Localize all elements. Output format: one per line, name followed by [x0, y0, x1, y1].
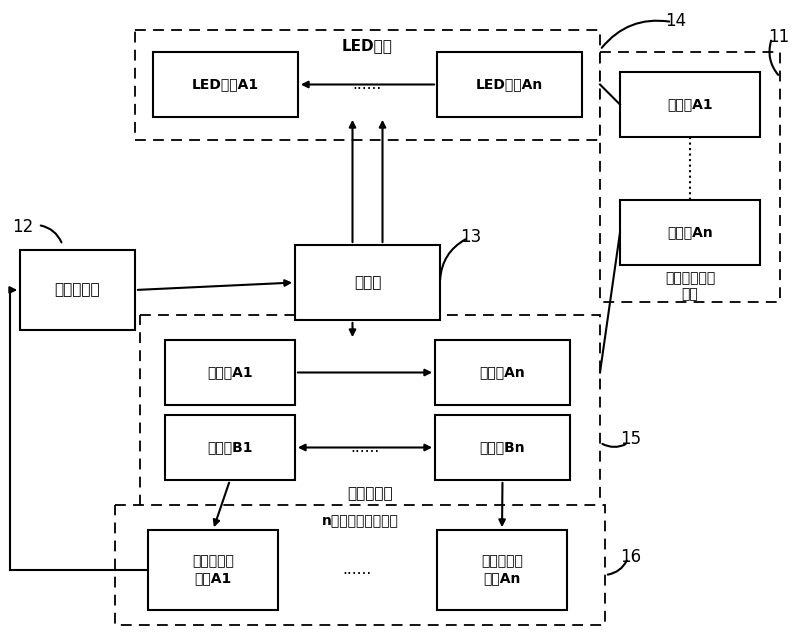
Text: ......: ...... [350, 440, 380, 455]
Text: 15: 15 [620, 430, 641, 448]
Bar [620, 200, 760, 265]
Bar [148, 530, 278, 610]
Text: n个信号采集计算机: n个信号采集计算机 [322, 514, 398, 528]
Text: 摄像机A1: 摄像机A1 [207, 366, 253, 380]
Bar [437, 52, 582, 117]
Text: 大幅面交互式
桌面: 大幅面交互式 桌面 [665, 271, 715, 301]
Bar [600, 52, 780, 302]
Bar [115, 505, 605, 625]
Text: 信号采集计
算机A1: 信号采集计 算机A1 [192, 555, 234, 586]
Bar [437, 530, 567, 610]
Text: 13: 13 [460, 228, 482, 246]
Text: 摄像机An: 摄像机An [480, 366, 526, 380]
Text: LED单元A1: LED单元A1 [192, 77, 259, 91]
Text: 14: 14 [665, 12, 686, 30]
Bar [140, 315, 600, 510]
Text: ......: ...... [353, 77, 382, 92]
Text: 摄像机阵列: 摄像机阵列 [347, 486, 393, 502]
Text: 子桌面An: 子桌面An [667, 226, 713, 240]
Bar [165, 340, 295, 405]
Text: LED单元An: LED单元An [476, 77, 543, 91]
Bar [295, 245, 440, 320]
Text: 控制器: 控制器 [354, 275, 381, 290]
Bar [435, 340, 570, 405]
Text: ......: ...... [343, 562, 372, 578]
Bar [435, 415, 570, 480]
Text: 摄像机Bn: 摄像机Bn [480, 440, 526, 454]
Bar [20, 250, 135, 330]
Text: 16: 16 [620, 548, 641, 566]
Text: LED阵列: LED阵列 [342, 38, 393, 54]
Text: 主控计算机: 主控计算机 [54, 282, 100, 298]
Text: 信号采集计
算机An: 信号采集计 算机An [481, 555, 523, 586]
Bar [165, 415, 295, 480]
Text: 摄像机B1: 摄像机B1 [207, 440, 253, 454]
Text: 子桌面A1: 子桌面A1 [667, 98, 713, 111]
Bar [135, 30, 600, 140]
Text: 11: 11 [768, 28, 790, 46]
Bar [620, 72, 760, 137]
Text: 12: 12 [12, 218, 34, 236]
Bar [153, 52, 298, 117]
